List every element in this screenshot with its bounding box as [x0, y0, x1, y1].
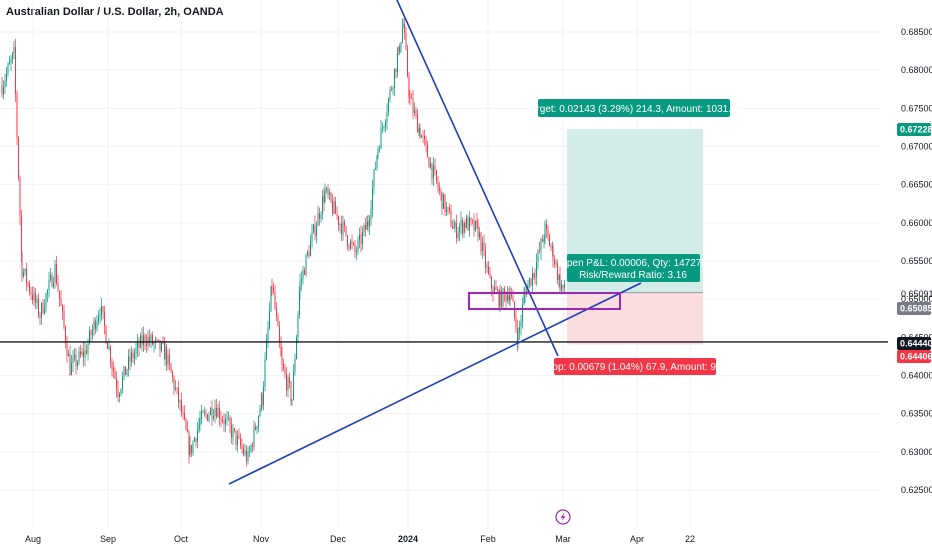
time-tick-label: Feb: [480, 534, 496, 544]
price-tag-label: 0.64406: [900, 352, 932, 362]
time-tick-label: Apr: [630, 534, 644, 544]
price-tick-label: 0.68000: [901, 65, 932, 75]
support-box[interactable]: [468, 292, 621, 310]
price-tick-label: 0.66000: [901, 218, 932, 228]
time-tick-label: Dec: [330, 534, 347, 544]
pnl-line2: Risk/Reward Ratio: 3.16: [579, 270, 687, 281]
loss-zone[interactable]: [567, 292, 703, 345]
pnl-line1: Open P&L: 0.00006, Qty: 147275: [559, 258, 707, 269]
descending-trendline[interactable]: [396, 0, 559, 357]
price-tick-label: 0.64000: [901, 371, 932, 381]
time-tick-label: Oct: [174, 534, 189, 544]
stop-label-text: Stop: 0.00679 (1.04%) 67.9, Amount: 990: [543, 362, 727, 373]
price-tick-label: 0.63500: [901, 409, 932, 419]
price-tick-label: 0.68500: [901, 27, 932, 37]
price-tag: [897, 302, 931, 315]
time-tick-label: 2024: [398, 534, 418, 544]
price-tick-label: 0.62500: [901, 485, 932, 495]
price-tag: [897, 123, 931, 136]
price-tick-label: 0.65000: [901, 294, 932, 304]
grid: [0, 0, 880, 528]
price-tags: 0.67228 0.65091 0.65085 0.64440 0.64406: [897, 123, 932, 363]
time-tick-label: 22: [685, 534, 695, 544]
time-tick-label: Aug: [25, 534, 41, 544]
price-tag: [897, 337, 931, 350]
price-tick-label: 0.67000: [901, 142, 932, 152]
time-tick-label: Nov: [253, 534, 270, 544]
price-tag-label: 0.64440: [900, 339, 932, 349]
price-tag-label: 0.67228: [900, 125, 932, 135]
time-tick-label: Mar: [555, 534, 571, 544]
pnl-label: Open P&L: 0.00006, Qty: 147275 Risk/Rewa…: [559, 254, 707, 282]
ascending-trendline[interactable]: [228, 282, 642, 485]
price-tick-label: 0.67500: [901, 103, 932, 113]
target-label: Target: 0.02143 (3.29%) 214.3, Amount: 1…: [526, 99, 743, 117]
chart-title: Australian Dollar / U.S. Dollar, 2h, OAN…: [6, 6, 224, 18]
price-tag: [897, 350, 931, 363]
price-tick-label: 0.63000: [901, 447, 932, 457]
lightning-icon[interactable]: [555, 509, 571, 525]
price-tick-label: 0.66500: [901, 180, 932, 190]
time-axis[interactable]: Aug Sep Oct Nov Dec 2024 Feb Mar Apr 22: [25, 534, 695, 544]
target-label-text: Target: 0.02143 (3.29%) 214.3, Amount: 1…: [526, 104, 743, 115]
price-tag-label: 0.65091: [901, 289, 932, 299]
price-axis[interactable]: 0.68500 0.68000 0.67500 0.67000 0.66500 0.660…: [901, 27, 932, 495]
price-tick-label: 0.65500: [901, 256, 932, 266]
price-tag-label: 0.65085: [900, 304, 932, 314]
candles: [1, 17, 565, 467]
time-tick-label: Sep: [100, 534, 116, 544]
stop-label: Stop: 0.00679 (1.04%) 67.9, Amount: 990: [543, 358, 727, 375]
